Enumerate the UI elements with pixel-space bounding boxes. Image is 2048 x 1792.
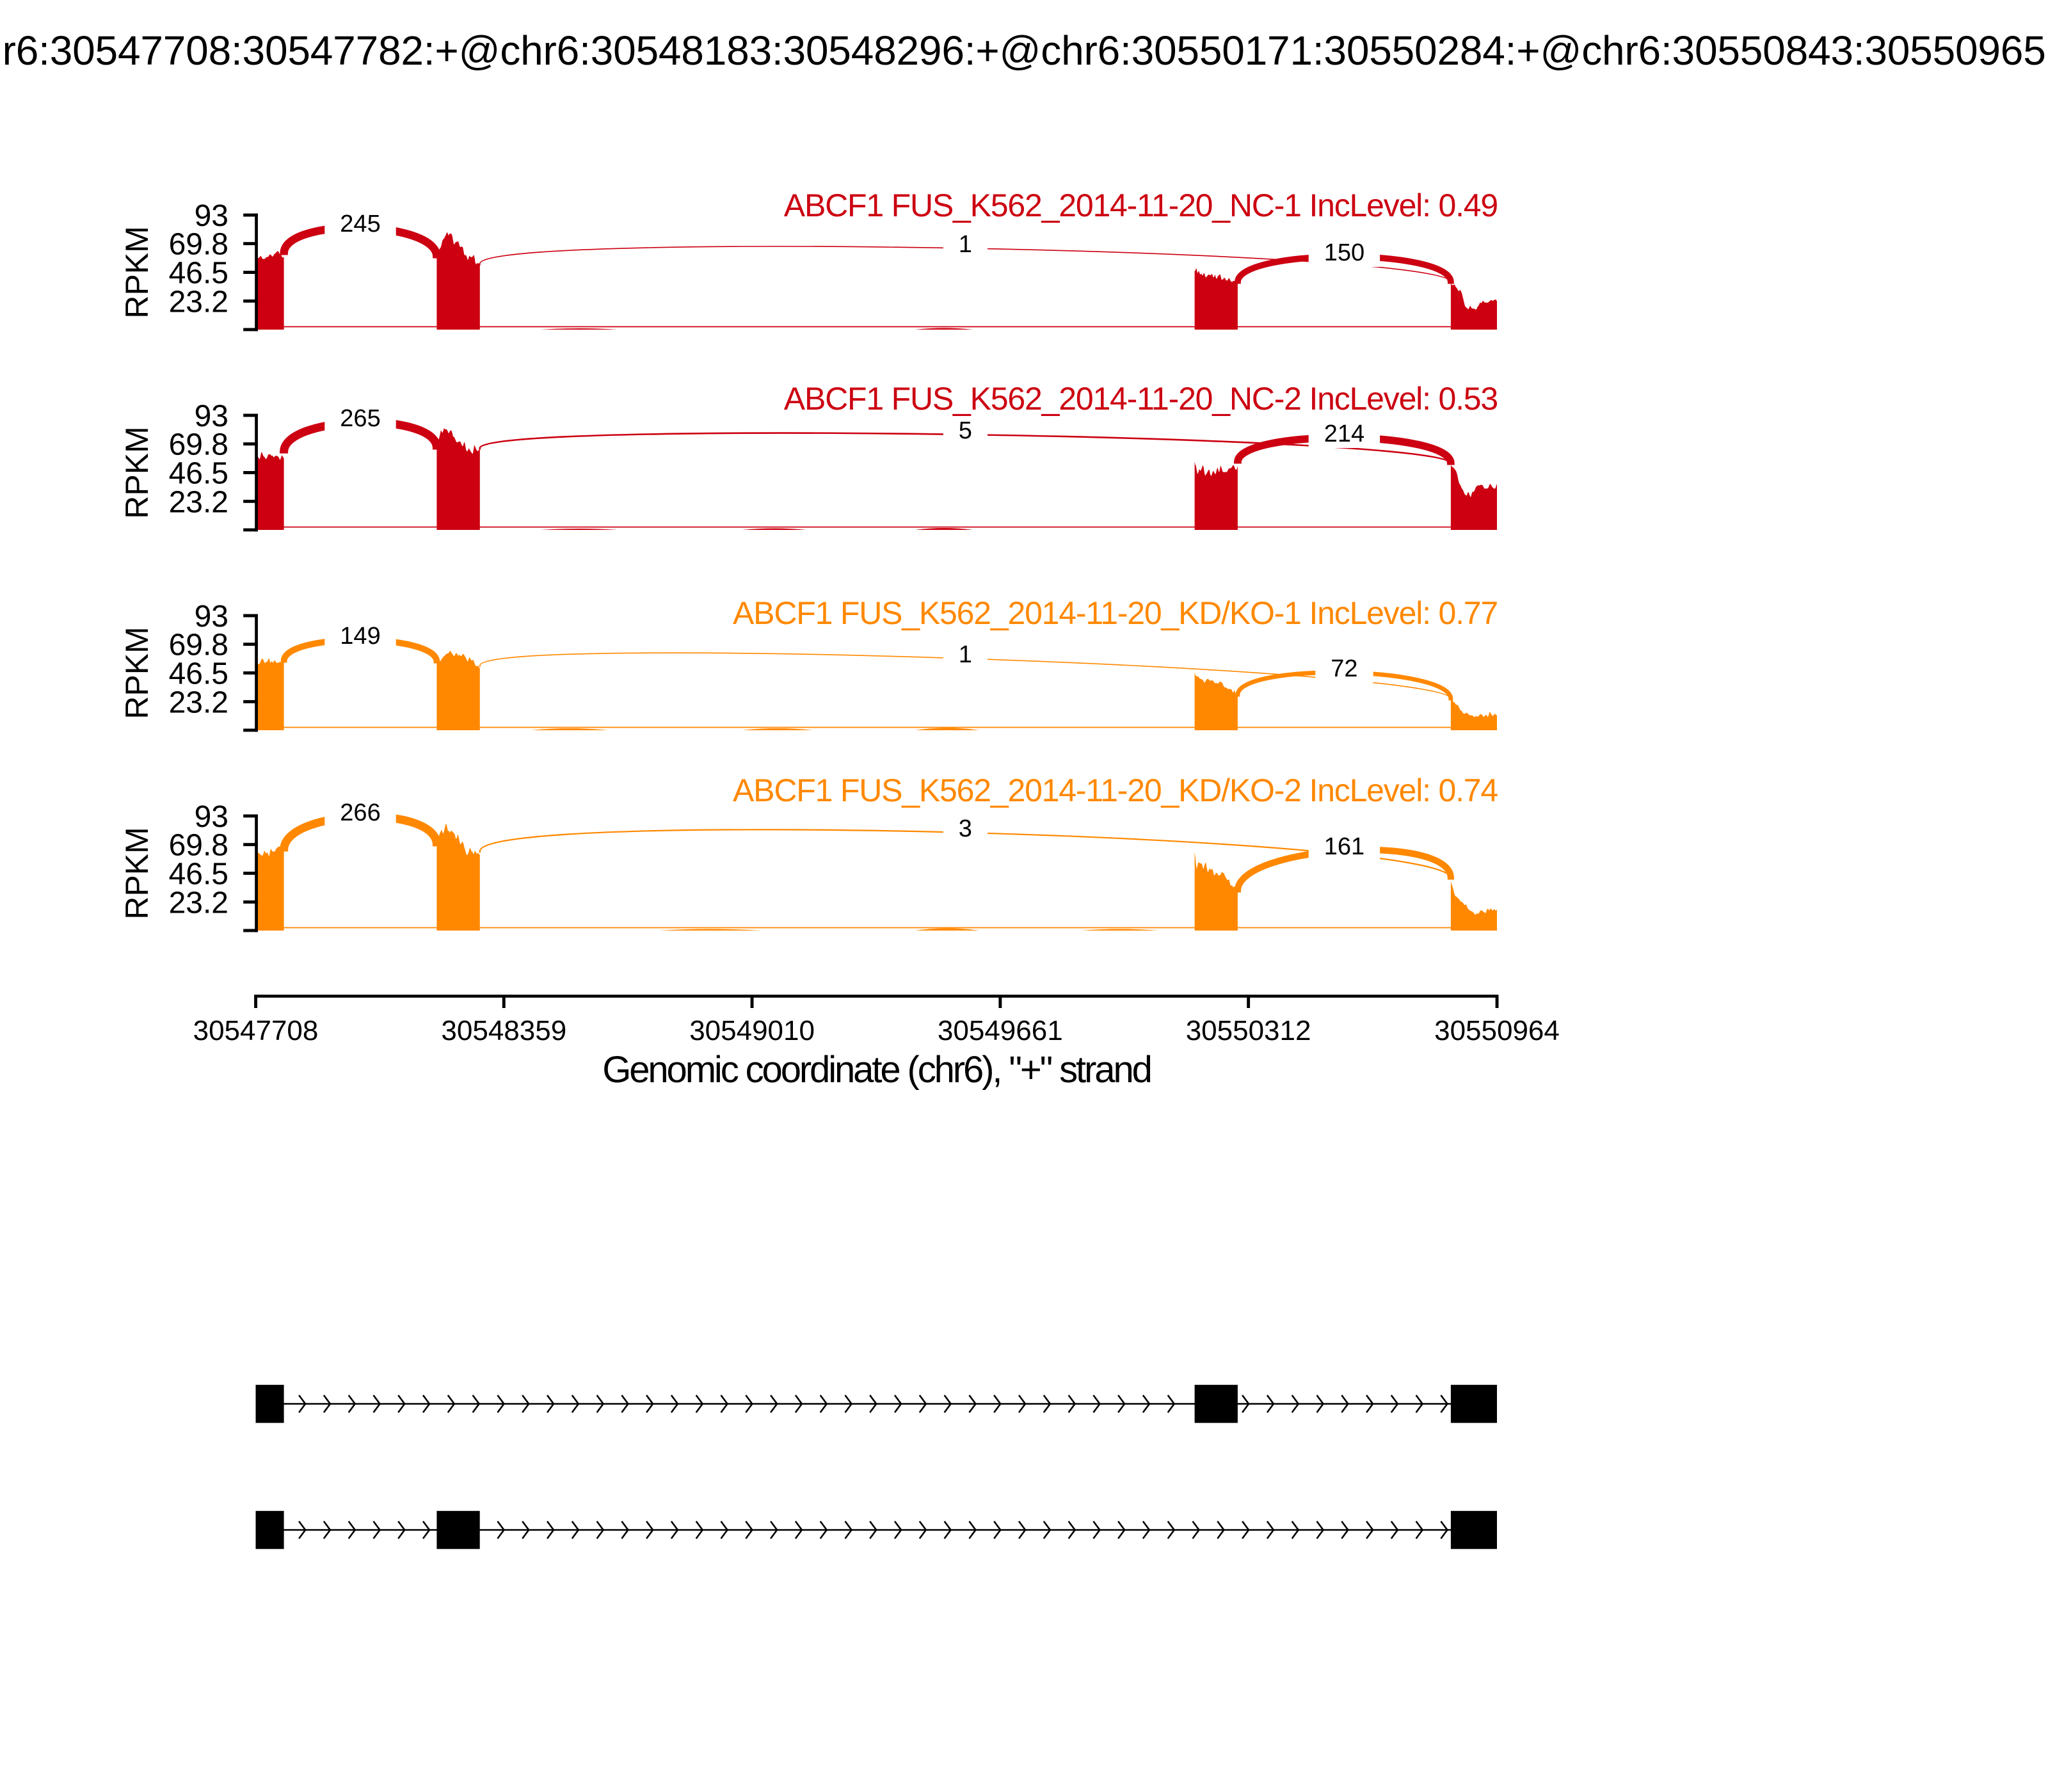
svg-text:150: 150 [1324,239,1364,266]
svg-text:ABCF1 FUS_K562_2014-11-20_KD/K: ABCF1 FUS_K562_2014-11-20_KD/KO-2 IncLev… [733,772,1498,808]
svg-text:46.5: 46.5 [169,457,228,491]
svg-text:ABCF1 FUS_K562_2014-11-20_NC-2: ABCF1 FUS_K562_2014-11-20_NC-2 IncLevel:… [784,381,1498,417]
svg-text:72: 72 [1331,655,1357,682]
svg-text:ABCF1 FUS_K562_2014-11-20_KD/K: ABCF1 FUS_K562_2014-11-20_KD/KO-1 IncLev… [733,595,1498,631]
svg-text:23.2: 23.2 [169,285,228,319]
svg-text:93: 93 [195,199,228,233]
svg-text:ABCF1 FUS_K562_2014-11-20_NC-1: ABCF1 FUS_K562_2014-11-20_NC-1 IncLevel:… [784,188,1498,223]
svg-text:23.2: 23.2 [169,886,228,920]
svg-text:5: 5 [959,417,972,444]
svg-text:30550964: 30550964 [1434,1015,1560,1046]
svg-text:3: 3 [959,815,972,842]
svg-text:RPKM: RPKM [119,827,155,919]
svg-text:Genomic coordinate (chr6), "+": Genomic coordinate (chr6), "+" strand [602,1049,1151,1091]
svg-text:RPKM: RPKM [119,426,155,518]
svg-text:23.2: 23.2 [169,485,228,519]
svg-text:266: 266 [340,799,380,826]
svg-text:1: 1 [959,641,972,668]
svg-text:93: 93 [195,800,228,834]
svg-text:46.5: 46.5 [169,257,228,291]
svg-text:RPKM: RPKM [119,226,155,318]
svg-text:30549010: 30549010 [689,1015,815,1046]
svg-text:30549661: 30549661 [938,1015,1063,1046]
svg-text:chr6:30547708:30547782:+@chr6:: chr6:30547708:30547782:+@chr6:30548183:3… [0,28,2046,74]
svg-text:RPKM: RPKM [119,627,155,719]
svg-text:30547708: 30547708 [193,1015,319,1046]
svg-text:93: 93 [195,399,228,433]
svg-text:30550312: 30550312 [1186,1015,1311,1046]
svg-text:93: 93 [195,600,228,634]
svg-text:69.8: 69.8 [169,228,228,262]
svg-text:149: 149 [340,623,380,650]
svg-text:69.8: 69.8 [169,628,228,662]
svg-text:265: 265 [340,405,380,432]
svg-text:46.5: 46.5 [169,858,228,892]
svg-text:69.8: 69.8 [169,829,228,863]
svg-text:69.8: 69.8 [169,428,228,462]
svg-text:214: 214 [1324,420,1364,447]
svg-text:245: 245 [340,211,380,237]
svg-text:161: 161 [1324,833,1364,860]
svg-text:23.2: 23.2 [169,685,228,719]
svg-text:1: 1 [959,231,972,258]
svg-text:30548359: 30548359 [441,1015,566,1046]
svg-text:46.5: 46.5 [169,657,228,691]
